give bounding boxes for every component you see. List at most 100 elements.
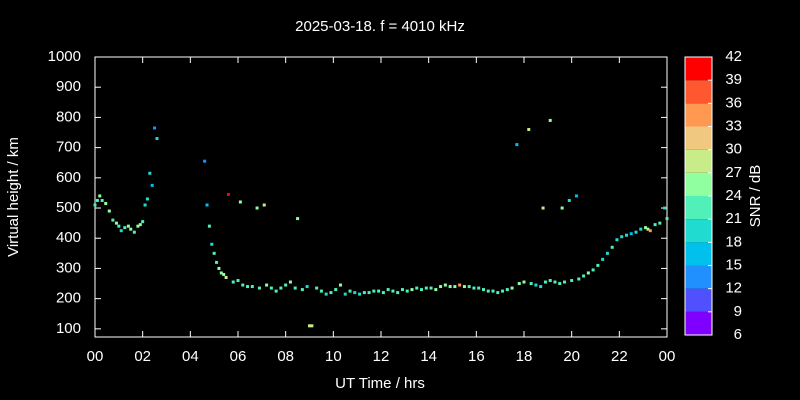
x-tick-label: 06 bbox=[230, 348, 247, 365]
point bbox=[517, 282, 521, 286]
y-tick-label: 900 bbox=[56, 78, 81, 95]
point bbox=[257, 286, 261, 290]
point bbox=[543, 280, 547, 284]
colorbar-tick-label: 21 bbox=[725, 210, 742, 227]
y-tick-label: 100 bbox=[56, 320, 81, 337]
point bbox=[155, 137, 159, 141]
point bbox=[663, 206, 667, 210]
point bbox=[644, 226, 648, 230]
point bbox=[567, 198, 571, 202]
y-tick-label: 1000 bbox=[48, 48, 81, 65]
point bbox=[586, 271, 590, 275]
colorbar-band bbox=[685, 219, 712, 243]
x-tick-label: 04 bbox=[182, 348, 199, 365]
point bbox=[443, 283, 447, 287]
point bbox=[141, 220, 145, 224]
point bbox=[591, 268, 595, 272]
point bbox=[215, 260, 219, 264]
point bbox=[462, 285, 466, 289]
colorbar-band bbox=[685, 172, 712, 196]
point bbox=[136, 224, 140, 228]
colorbar-band bbox=[685, 149, 712, 173]
point bbox=[439, 285, 443, 289]
point bbox=[274, 289, 278, 293]
point bbox=[348, 289, 352, 293]
point bbox=[138, 223, 142, 227]
point bbox=[453, 285, 457, 289]
colorbar-tick-label: 18 bbox=[725, 233, 742, 250]
point bbox=[529, 282, 533, 286]
point bbox=[665, 217, 669, 221]
x-tick-label: 16 bbox=[468, 348, 485, 365]
point bbox=[629, 232, 633, 236]
colorbar-tick-label: 9 bbox=[734, 303, 742, 320]
point bbox=[391, 289, 395, 293]
point bbox=[126, 224, 130, 228]
point bbox=[153, 126, 157, 130]
point bbox=[269, 286, 273, 290]
point bbox=[486, 289, 490, 293]
point bbox=[472, 286, 476, 290]
point bbox=[605, 251, 609, 255]
x-tick-label: 12 bbox=[373, 348, 390, 365]
point bbox=[222, 272, 226, 276]
x-tick-label: 10 bbox=[325, 348, 342, 365]
point bbox=[308, 324, 311, 328]
point bbox=[296, 217, 300, 221]
y-tick-label: 700 bbox=[56, 139, 81, 156]
point bbox=[534, 283, 538, 287]
point bbox=[481, 288, 485, 292]
colorbar-tick-label: 15 bbox=[725, 256, 742, 273]
point bbox=[129, 227, 133, 231]
colorbar-tick-label: 33 bbox=[725, 117, 742, 134]
point bbox=[501, 289, 505, 293]
point bbox=[123, 226, 127, 230]
point bbox=[386, 288, 390, 292]
colorbar-tick-label: 36 bbox=[725, 94, 742, 111]
point bbox=[100, 198, 104, 202]
x-tick-label: 20 bbox=[563, 348, 580, 365]
point bbox=[429, 286, 433, 290]
colorbar-tick-label: 24 bbox=[725, 187, 742, 204]
colorbar-tick-label: 42 bbox=[725, 48, 742, 65]
point bbox=[265, 283, 269, 287]
point bbox=[329, 291, 333, 295]
point bbox=[381, 291, 385, 295]
point bbox=[117, 224, 121, 228]
point bbox=[293, 286, 297, 290]
point bbox=[396, 291, 400, 295]
point bbox=[448, 285, 452, 289]
point bbox=[224, 275, 228, 279]
point bbox=[596, 263, 600, 267]
point bbox=[241, 283, 245, 287]
point bbox=[539, 285, 543, 289]
point bbox=[95, 198, 99, 202]
point bbox=[410, 288, 414, 292]
point bbox=[658, 221, 662, 225]
colorbar-tick-label: 39 bbox=[725, 71, 742, 88]
point bbox=[577, 277, 581, 281]
point bbox=[648, 229, 652, 233]
point bbox=[324, 292, 328, 296]
point bbox=[284, 283, 288, 287]
point bbox=[210, 242, 214, 246]
point bbox=[415, 286, 419, 290]
point bbox=[620, 235, 624, 239]
x-tick-label: 18 bbox=[516, 348, 533, 365]
point bbox=[541, 206, 545, 210]
point bbox=[148, 171, 152, 175]
point bbox=[143, 203, 147, 207]
point bbox=[367, 291, 371, 295]
point bbox=[132, 230, 136, 234]
colorbar-band bbox=[685, 80, 712, 104]
point bbox=[570, 279, 574, 283]
colorbar-tick-label: 30 bbox=[725, 141, 742, 158]
point bbox=[548, 118, 552, 122]
point bbox=[226, 192, 230, 196]
point bbox=[231, 280, 235, 284]
colorbar-band bbox=[685, 196, 712, 220]
point bbox=[496, 291, 500, 295]
point bbox=[119, 229, 123, 233]
point bbox=[217, 266, 221, 270]
point bbox=[458, 283, 462, 287]
